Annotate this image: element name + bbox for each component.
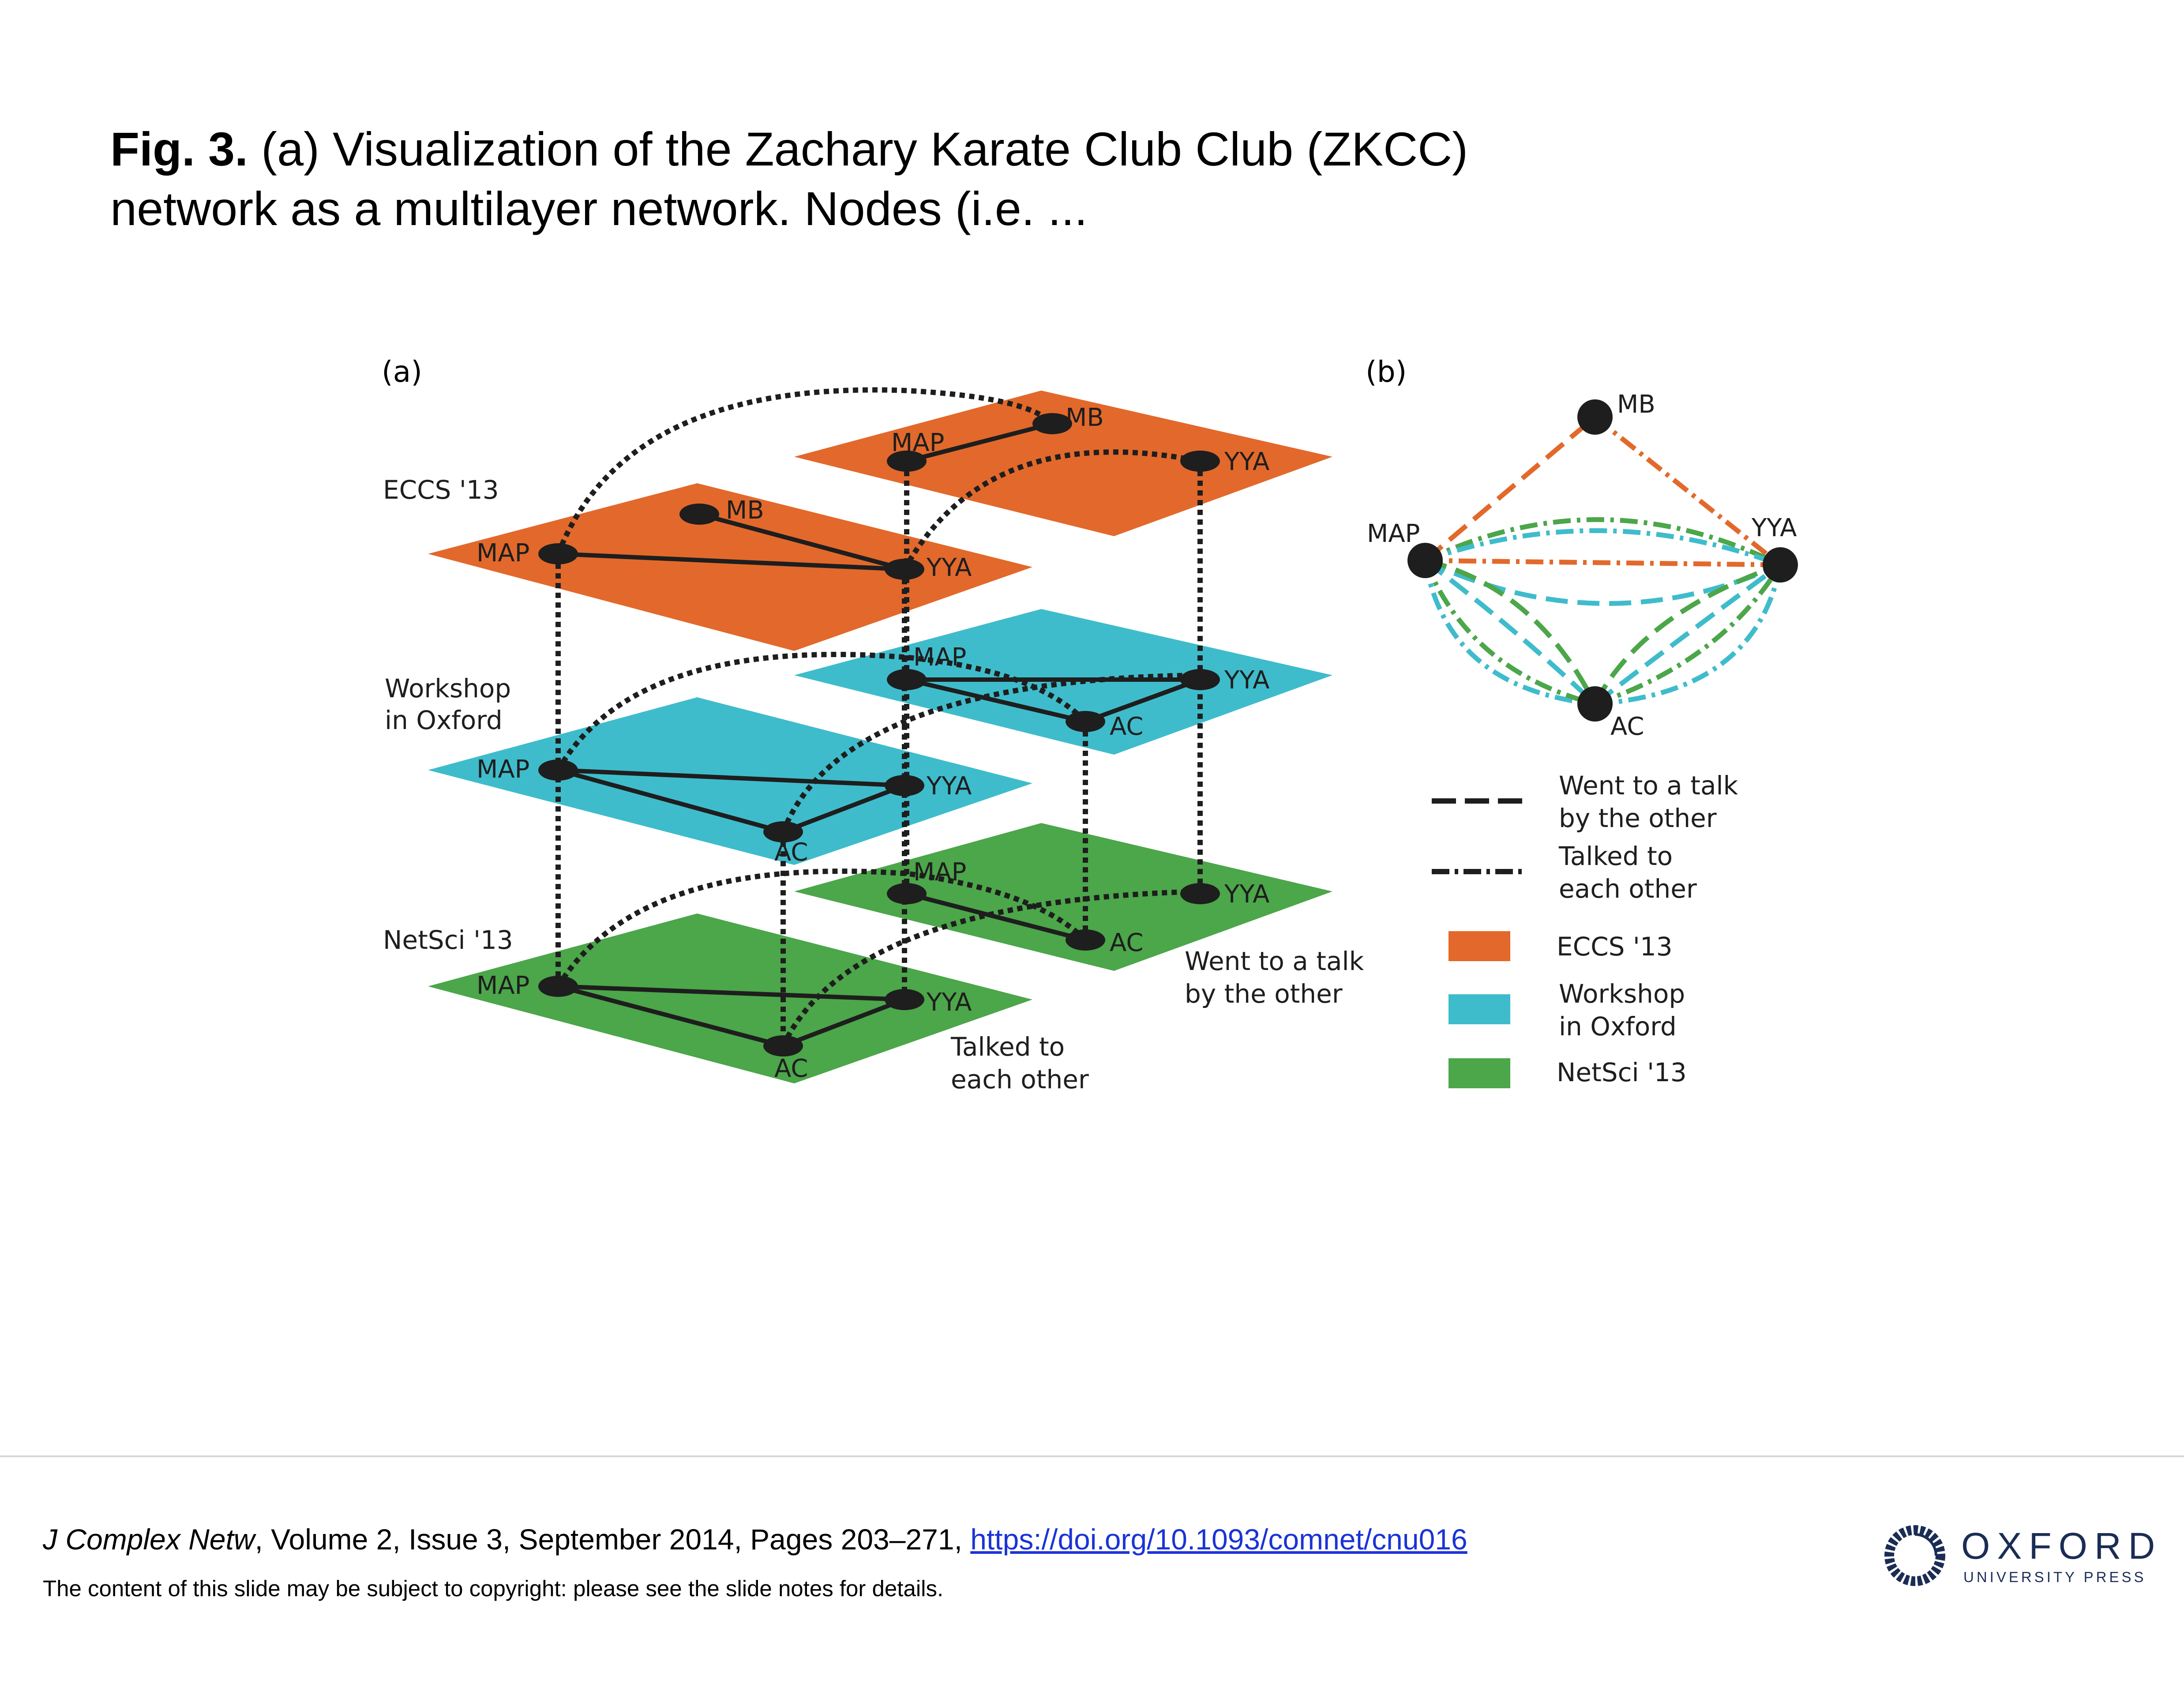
legend-workshop-1: Workshop xyxy=(1559,979,1685,1009)
node-mb-aggregated xyxy=(1577,399,1613,435)
label-mb: MB xyxy=(1066,403,1104,432)
label-ac: AC xyxy=(774,1054,808,1083)
figure-number: Fig. 3. xyxy=(110,122,248,176)
label-yya: YYA xyxy=(926,553,972,582)
label-map: MAP xyxy=(913,858,966,887)
node-yya-eccs-went xyxy=(1180,451,1220,472)
node-ac-workshop-went xyxy=(1066,711,1105,732)
label-map: MAP xyxy=(891,429,944,457)
legend-went-2: by the other xyxy=(1559,803,1717,833)
aggregated-edges xyxy=(1422,415,1783,707)
node-ac-aggregated xyxy=(1577,686,1613,722)
legend-eccs: ECCS '13 xyxy=(1557,932,1673,962)
label-ac: AC xyxy=(1610,712,1644,741)
legend-swatch-netsci xyxy=(1448,1058,1510,1088)
plane-eccs-talked xyxy=(428,483,1032,651)
legend-talked-2: each other xyxy=(1559,874,1697,904)
node-map-aggregated xyxy=(1407,543,1443,578)
node-mb-eccs-went xyxy=(1032,413,1072,434)
footer-divider xyxy=(0,1455,2184,1457)
label-yya: YYA xyxy=(1224,880,1269,909)
oxford-logo-icon xyxy=(1884,1525,1945,1586)
legend-swatch-workshop xyxy=(1448,994,1510,1024)
label-map: MAP xyxy=(477,971,529,1000)
multilayer-network-figure: (a) xyxy=(382,355,1798,1094)
node-yya-netsci-went xyxy=(1180,883,1220,904)
node-map-netsci-talked xyxy=(538,976,578,997)
aspect-went-1: Went to a talk xyxy=(1185,946,1364,976)
layer-label-workshop-1: Workshop xyxy=(385,673,511,703)
label-yya: YYA xyxy=(1224,666,1269,695)
node-yya-workshop-talked xyxy=(885,775,924,796)
layer-label-netsci: NetSci '13 xyxy=(383,925,513,955)
journal-name: J Complex Netw xyxy=(43,1523,255,1556)
node-map-eccs-talked xyxy=(538,543,578,564)
label-yya: YYA xyxy=(1751,514,1797,542)
node-map-workshop-talked xyxy=(538,759,578,781)
label-ac: AC xyxy=(1110,712,1143,741)
node-map-workshop-went xyxy=(887,669,927,690)
node-mb-eccs-talked xyxy=(679,504,719,525)
node-map-netsci-went xyxy=(887,883,927,904)
title-line-1: (a) Visualization of the Zachary Karate … xyxy=(248,122,1468,176)
plane-eccs-went xyxy=(794,391,1332,536)
label-map: MAP xyxy=(1367,519,1420,548)
label-mb: MB xyxy=(1617,390,1655,419)
label-yya: YYA xyxy=(926,988,972,1017)
label-map: MAP xyxy=(913,643,966,672)
copyright-notice: The content of this slide may be subject… xyxy=(43,1576,944,1601)
plane-workshop-talked xyxy=(428,697,1032,865)
panel-b-nodes xyxy=(1407,399,1798,722)
panel-a-nodes xyxy=(538,413,1220,1056)
node-ac-netsci-went xyxy=(1066,929,1105,951)
legend-talked-1: Talked to xyxy=(1558,841,1673,871)
layer-label-eccs: ECCS '13 xyxy=(383,475,499,505)
node-ac-workshop-talked xyxy=(763,821,803,842)
label-ac: AC xyxy=(774,838,808,867)
node-map-eccs-went xyxy=(887,451,927,472)
label-map: MAP xyxy=(477,755,529,784)
node-yya-netsci-talked xyxy=(885,989,924,1010)
node-yya-workshop-went xyxy=(1180,669,1220,690)
logo-wordmark: OXFORD xyxy=(1961,1525,2162,1567)
legend-workshop-2: in Oxford xyxy=(1559,1011,1677,1041)
label-yya: YYA xyxy=(926,772,972,801)
legend-netsci: NetSci '13 xyxy=(1557,1057,1687,1087)
panel-a-label: (a) xyxy=(382,355,422,389)
title-line-2: network as a multilayer network. Nodes (… xyxy=(110,182,1088,235)
logo-subtitle: UNIVERSITY PRESS xyxy=(1963,1569,2146,1585)
legend-went-1: Went to a talk xyxy=(1559,771,1738,801)
slide-title: Fig. 3. (a) Visualization of the Zachary… xyxy=(110,119,1699,238)
aspect-talked-2: each other xyxy=(951,1064,1089,1094)
citation: J Complex Netw, Volume 2, Issue 3, Septe… xyxy=(43,1523,1467,1556)
oxford-logo: OXFORD UNIVERSITY PRESS xyxy=(1884,1525,2155,1591)
aspect-went-2: by the other xyxy=(1185,979,1343,1009)
legend-swatch-eccs xyxy=(1448,931,1510,961)
panel-b-label: (b) xyxy=(1366,355,1407,389)
label-mb: MB xyxy=(726,496,764,525)
legend: Went to a talk by the other Talked to ea… xyxy=(1432,771,1738,1088)
node-ac-netsci-talked xyxy=(763,1035,803,1056)
node-yya-eccs-talked xyxy=(885,559,924,580)
plane-netsci-talked xyxy=(428,914,1032,1083)
layer-label-workshop-2: in Oxford xyxy=(385,705,503,735)
node-yya-aggregated xyxy=(1763,547,1798,583)
doi-link[interactable]: https://doi.org/10.1093/comnet/cnu016 xyxy=(970,1523,1467,1556)
label-map: MAP xyxy=(477,539,529,568)
label-yya: YYA xyxy=(1224,447,1269,476)
citation-details: , Volume 2, Issue 3, September 2014, Pag… xyxy=(255,1523,971,1556)
intralayer-edges xyxy=(557,421,1201,1048)
aspect-talked-1: Talked to xyxy=(950,1032,1065,1062)
label-ac: AC xyxy=(1110,929,1143,957)
